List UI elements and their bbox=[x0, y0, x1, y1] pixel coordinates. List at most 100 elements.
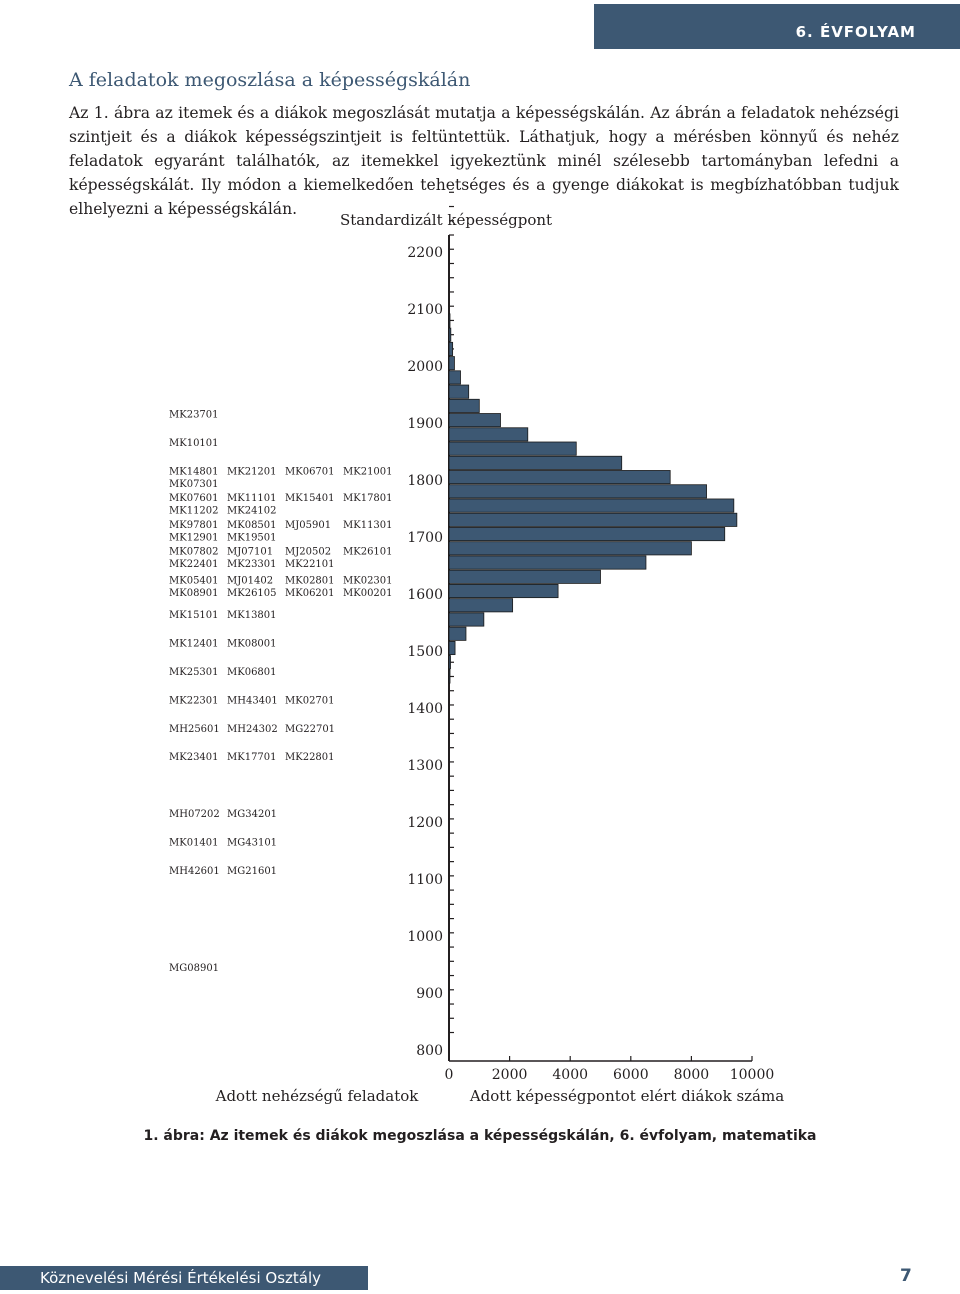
student-bar bbox=[448, 555, 647, 570]
axes bbox=[448, 191, 753, 1062]
item-code: MK05401 bbox=[169, 576, 219, 587]
item-code: MG34201 bbox=[227, 809, 277, 820]
item-code: MK02801 bbox=[285, 576, 335, 587]
student-bar bbox=[448, 612, 485, 627]
y-tick-label: 1700 bbox=[407, 530, 443, 546]
item-code: MG22701 bbox=[285, 724, 335, 735]
item-code: MJ20502 bbox=[285, 547, 331, 558]
y-tick-label: 1000 bbox=[407, 929, 443, 945]
item-code: MK15101 bbox=[169, 610, 219, 621]
student-bar bbox=[448, 455, 623, 470]
x-tick-label: 6000 bbox=[613, 1067, 649, 1083]
student-bar bbox=[448, 541, 692, 556]
y-tick-label: 1200 bbox=[407, 815, 443, 831]
item-code: MH07202 bbox=[169, 809, 220, 820]
item-code: MK13801 bbox=[227, 610, 277, 621]
item-code: MK06201 bbox=[285, 588, 335, 599]
item-code: MK19501 bbox=[227, 532, 277, 543]
x-tick-label: 4000 bbox=[552, 1067, 588, 1083]
item-code: MK11202 bbox=[169, 506, 219, 517]
student-bar bbox=[448, 626, 467, 641]
item-code: MK12401 bbox=[169, 638, 219, 649]
item-code: MK17801 bbox=[343, 493, 393, 504]
item-code: MK14801 bbox=[169, 466, 219, 477]
student-bar bbox=[448, 356, 455, 371]
student-bar bbox=[448, 640, 456, 656]
student-bar bbox=[448, 512, 738, 527]
student-distribution-bars bbox=[448, 313, 738, 684]
item-code: MK23701 bbox=[169, 409, 219, 420]
item-code: MK21201 bbox=[227, 466, 277, 477]
item-code: MJ05901 bbox=[285, 520, 331, 531]
grade-label: 6. ÉVFOLYAM bbox=[795, 23, 916, 41]
item-code: MK06801 bbox=[227, 667, 277, 678]
item-code: MK22801 bbox=[285, 752, 335, 763]
item-code: MH25601 bbox=[169, 724, 220, 735]
item-code: MJ07101 bbox=[227, 547, 273, 558]
y-tick-label: 1500 bbox=[407, 644, 443, 660]
section-paragraph: Az 1. ábra az itemek és a diákok megoszl… bbox=[69, 104, 899, 218]
x-tick-label: 10000 bbox=[730, 1067, 775, 1083]
student-bar bbox=[448, 441, 577, 456]
item-code: MG21601 bbox=[227, 866, 277, 877]
item-code: MK11101 bbox=[227, 493, 277, 504]
x-tick-label: 2000 bbox=[492, 1067, 528, 1083]
item-code: MK11301 bbox=[343, 520, 393, 531]
page-number: 7 bbox=[900, 1266, 912, 1286]
item-code: MK22401 bbox=[169, 559, 219, 570]
student-bar bbox=[448, 484, 707, 499]
student-bar bbox=[448, 655, 451, 670]
chart-title: Standardizált képességpont bbox=[340, 211, 552, 229]
y-tick-label: 800 bbox=[416, 1043, 443, 1059]
y-tick-label: 2100 bbox=[407, 302, 443, 318]
item-code: MK07802 bbox=[169, 547, 219, 558]
student-bar bbox=[448, 569, 601, 584]
item-code: MK26101 bbox=[343, 547, 393, 558]
item-code: MK25301 bbox=[169, 667, 219, 678]
item-code: MK21001 bbox=[343, 466, 393, 477]
y-tick-label: 1300 bbox=[407, 758, 443, 774]
student-bar bbox=[448, 669, 451, 684]
student-bar bbox=[448, 398, 480, 413]
student-bar bbox=[448, 370, 461, 385]
item-code: MK15401 bbox=[285, 493, 335, 504]
grade-banner: 6. ÉVFOLYAM bbox=[594, 4, 960, 49]
student-bar bbox=[448, 313, 451, 328]
section-heading: A feladatok megoszlása a képességskálán bbox=[69, 69, 471, 91]
y-tick-label: 1100 bbox=[407, 872, 443, 888]
item-code: MH24302 bbox=[227, 724, 278, 735]
item-code: MK17701 bbox=[227, 752, 277, 763]
item-code: MK01401 bbox=[169, 838, 219, 849]
item-code: MG43101 bbox=[227, 838, 277, 849]
item-code: MK23301 bbox=[227, 559, 277, 570]
y-tick-label: 1800 bbox=[407, 473, 443, 489]
y-tick-label: 1900 bbox=[407, 416, 443, 432]
student-bar bbox=[448, 384, 470, 399]
item-code: MK22301 bbox=[169, 695, 219, 706]
student-bar bbox=[448, 498, 735, 513]
student-bar bbox=[448, 584, 559, 599]
student-bar bbox=[448, 470, 671, 485]
y-tick-label: 2200 bbox=[407, 245, 443, 261]
y-tick-labels: 2200 2100 2000 1900 1800 1700 1600 1500 1400 1300… bbox=[407, 245, 443, 1059]
footer-department: Köznevelési Mérési Értékelési Osztály bbox=[0, 1266, 368, 1290]
item-code: MH43401 bbox=[227, 695, 278, 706]
x-tick-label: 0 bbox=[445, 1067, 454, 1083]
x-tick-labels: 0 2000 4000 6000 8000 10000 bbox=[445, 1067, 775, 1083]
item-code: MK24102 bbox=[227, 506, 277, 517]
item-code: MK07601 bbox=[169, 493, 219, 504]
item-code: MK00201 bbox=[343, 588, 393, 599]
item-code: MK97801 bbox=[169, 520, 219, 531]
item-code: MK10101 bbox=[169, 438, 219, 449]
y-tick-label: 900 bbox=[416, 986, 443, 1002]
y-tick-label: 1600 bbox=[407, 587, 443, 603]
x-tick-label: 8000 bbox=[674, 1067, 710, 1083]
student-bar bbox=[448, 598, 514, 613]
item-code: MK07301 bbox=[169, 479, 219, 490]
y-tick-label: 2000 bbox=[407, 359, 443, 375]
item-code: MK02701 bbox=[285, 695, 335, 706]
student-bar bbox=[448, 413, 501, 428]
item-code-labels: MK23701 MK10101 MK14801 MK21201 MK06701 MK210… bbox=[169, 409, 393, 974]
item-code: MK08501 bbox=[227, 520, 277, 531]
